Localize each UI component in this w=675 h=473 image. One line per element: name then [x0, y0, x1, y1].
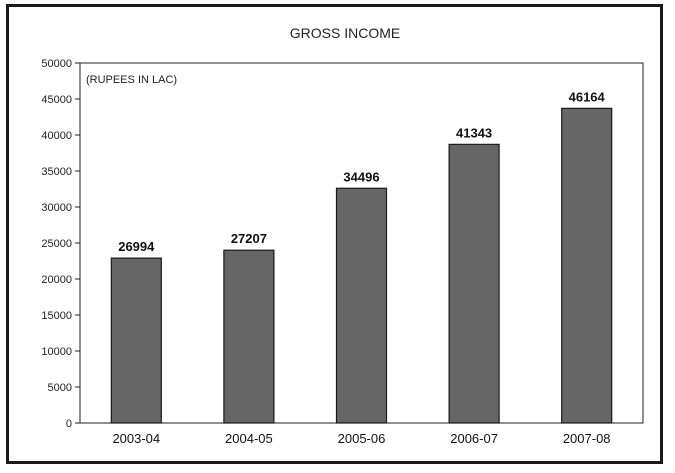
bar-data-label: 34496 — [343, 169, 379, 184]
x-category-label: 2004-05 — [225, 431, 273, 446]
bar-data-label: 41343 — [456, 125, 492, 140]
unit-note: (RUPEES IN LAC) — [86, 74, 177, 86]
y-tick-label: 35000 — [41, 166, 72, 178]
bar-data-label: 27207 — [231, 231, 267, 246]
y-axis: 0 5000 10000 15000 20000 25000 30000 35000 40000… — [41, 58, 80, 430]
y-tick-label: 5000 — [48, 382, 72, 394]
bar — [561, 107, 613, 424]
chart-title: GROSS INCOME — [290, 25, 400, 41]
x-category-label: 2005-06 — [338, 431, 386, 446]
bar — [448, 143, 500, 424]
y-tick-label: 20000 — [41, 274, 72, 286]
bars: 26994 27207 34496 41343 46164 — [110, 89, 613, 424]
x-category-label: 2003-04 — [112, 431, 160, 446]
bar — [223, 249, 275, 424]
bar — [110, 257, 162, 424]
y-tick-label: 45000 — [41, 94, 72, 106]
x-category-label: 2006-07 — [450, 431, 498, 446]
bar-data-label: 26994 — [118, 239, 155, 254]
y-tick-label: 10000 — [41, 346, 72, 358]
y-tick-label: 0 — [66, 418, 72, 430]
plot-area: (RUPEES IN LAC) 0 5000 10000 15000 20000 2500… — [41, 58, 644, 446]
y-tick-label: 15000 — [41, 310, 72, 322]
bar-data-label: 46164 — [569, 89, 606, 104]
x-axis: 2003-04 2004-05 2005-06 2006-07 2007-08 — [112, 431, 610, 446]
bar — [335, 187, 388, 424]
y-tick-label: 40000 — [41, 130, 72, 142]
y-tick-label: 50000 — [41, 58, 72, 70]
x-category-label: 2007-08 — [563, 431, 611, 446]
y-tick-label: 30000 — [41, 202, 72, 214]
y-tick-label: 25000 — [41, 238, 72, 250]
